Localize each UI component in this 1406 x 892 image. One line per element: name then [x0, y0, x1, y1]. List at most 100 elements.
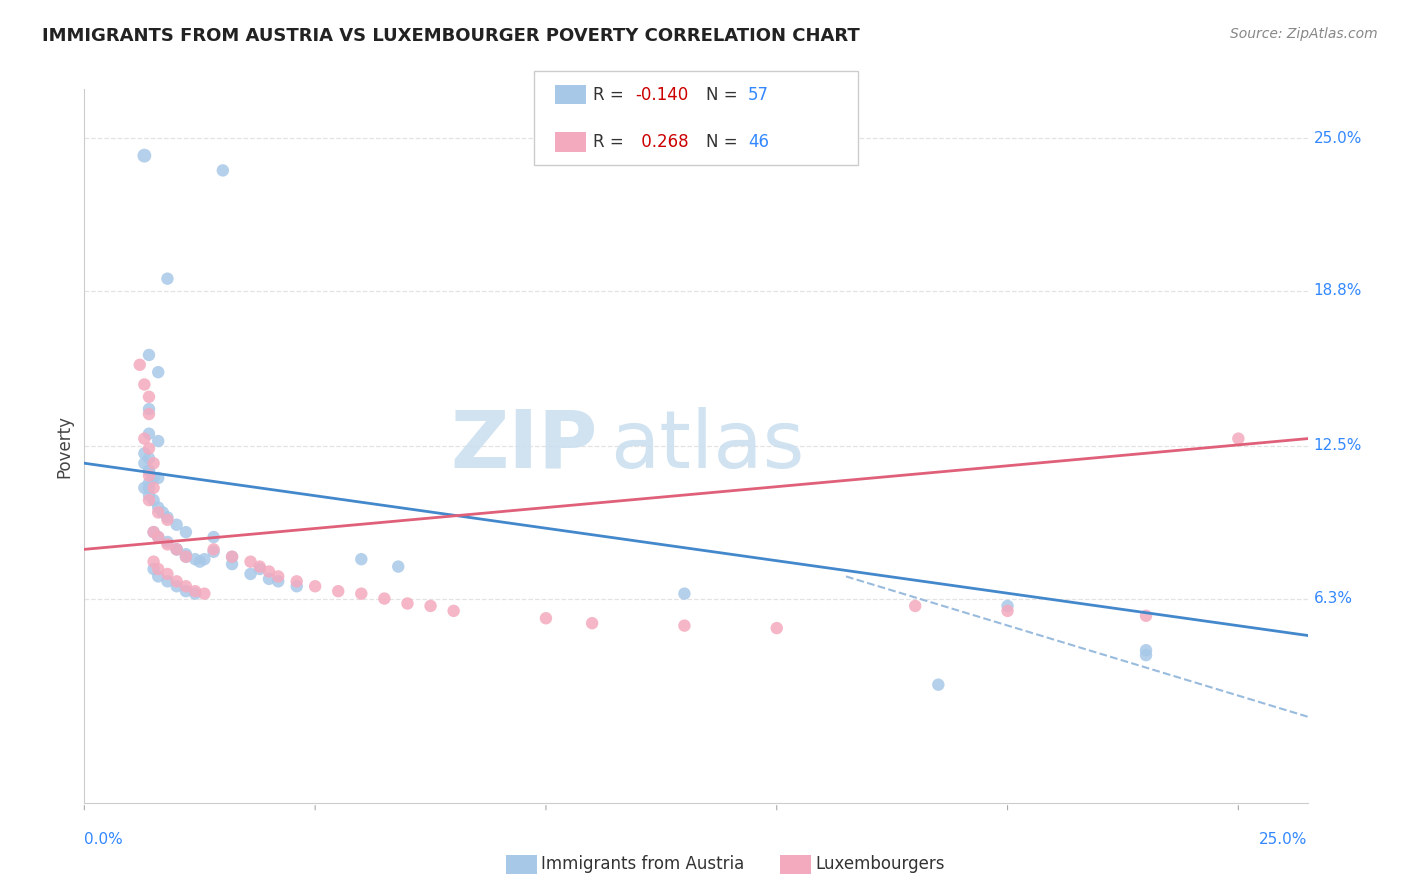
- Point: [134, 456, 156, 470]
- Point: [148, 569, 170, 583]
- Point: [166, 517, 188, 532]
- Point: [350, 587, 373, 601]
- Point: [142, 555, 165, 569]
- Text: 25.0%: 25.0%: [1260, 832, 1308, 847]
- Point: [138, 468, 160, 483]
- Text: -0.140: -0.140: [636, 86, 689, 103]
- Point: [249, 559, 271, 574]
- Point: [138, 488, 160, 502]
- Point: [419, 599, 441, 613]
- Point: [134, 377, 156, 392]
- Point: [148, 365, 170, 379]
- Point: [239, 566, 262, 581]
- Text: 0.268: 0.268: [636, 133, 688, 151]
- Point: [138, 493, 160, 508]
- Point: [193, 552, 215, 566]
- Point: [156, 513, 179, 527]
- Text: ZIP: ZIP: [451, 407, 598, 485]
- Point: [221, 557, 243, 571]
- Point: [138, 464, 160, 478]
- Point: [148, 530, 170, 544]
- Point: [156, 566, 179, 581]
- Point: [267, 574, 290, 589]
- Point: [904, 599, 927, 613]
- Point: [138, 426, 160, 441]
- Point: [249, 562, 271, 576]
- Point: [142, 481, 165, 495]
- Text: 25.0%: 25.0%: [1313, 131, 1362, 146]
- Point: [267, 569, 290, 583]
- Point: [1135, 608, 1157, 623]
- Point: [174, 549, 197, 564]
- Point: [166, 542, 188, 557]
- Point: [221, 549, 243, 564]
- Point: [166, 542, 188, 557]
- Point: [328, 584, 350, 599]
- Point: [202, 542, 225, 557]
- Point: [166, 542, 188, 557]
- Point: [239, 555, 262, 569]
- Point: [142, 456, 165, 470]
- Point: [134, 481, 156, 495]
- Point: [202, 530, 225, 544]
- Y-axis label: Poverty: Poverty: [55, 415, 73, 477]
- Point: [134, 148, 156, 162]
- Point: [673, 618, 696, 632]
- Point: [221, 549, 243, 564]
- Point: [174, 549, 197, 564]
- Text: N =: N =: [706, 133, 742, 151]
- Point: [148, 500, 170, 515]
- Point: [152, 505, 174, 519]
- Point: [138, 451, 160, 466]
- Point: [1135, 648, 1157, 662]
- Point: [166, 579, 188, 593]
- Point: [581, 616, 603, 631]
- Text: 18.8%: 18.8%: [1313, 284, 1362, 299]
- Text: N =: N =: [706, 86, 742, 103]
- Point: [142, 562, 165, 576]
- Text: IMMIGRANTS FROM AUSTRIA VS LUXEMBOURGER POVERTY CORRELATION CHART: IMMIGRANTS FROM AUSTRIA VS LUXEMBOURGER …: [42, 27, 860, 45]
- Point: [673, 587, 696, 601]
- Point: [174, 584, 197, 599]
- Point: [211, 163, 233, 178]
- Text: R =: R =: [593, 133, 630, 151]
- Point: [156, 535, 179, 549]
- Point: [927, 678, 949, 692]
- Text: Luxembourgers: Luxembourgers: [815, 855, 945, 873]
- Text: 57: 57: [748, 86, 769, 103]
- Point: [138, 464, 160, 478]
- Point: [156, 271, 179, 285]
- Point: [138, 390, 160, 404]
- Text: 12.5%: 12.5%: [1313, 439, 1362, 453]
- Point: [142, 525, 165, 540]
- Point: [174, 525, 197, 540]
- Point: [174, 547, 197, 561]
- Point: [128, 358, 150, 372]
- Point: [142, 471, 165, 485]
- Point: [142, 493, 165, 508]
- Point: [148, 471, 170, 485]
- Text: 6.3%: 6.3%: [1313, 591, 1353, 606]
- Point: [188, 555, 211, 569]
- Point: [138, 475, 160, 490]
- Point: [997, 599, 1019, 613]
- Point: [148, 434, 170, 448]
- Point: [534, 611, 557, 625]
- Point: [148, 530, 170, 544]
- Point: [765, 621, 787, 635]
- Point: [443, 604, 465, 618]
- Point: [138, 481, 160, 495]
- Point: [184, 587, 207, 601]
- Point: [184, 584, 207, 599]
- Text: atlas: atlas: [610, 407, 804, 485]
- Point: [138, 407, 160, 421]
- Point: [138, 402, 160, 417]
- Point: [174, 579, 197, 593]
- Point: [148, 562, 170, 576]
- Text: R =: R =: [593, 86, 630, 103]
- Text: 0.0%: 0.0%: [84, 832, 124, 847]
- Point: [148, 505, 170, 519]
- Point: [1227, 432, 1250, 446]
- Text: Immigrants from Austria: Immigrants from Austria: [541, 855, 745, 873]
- Point: [285, 574, 308, 589]
